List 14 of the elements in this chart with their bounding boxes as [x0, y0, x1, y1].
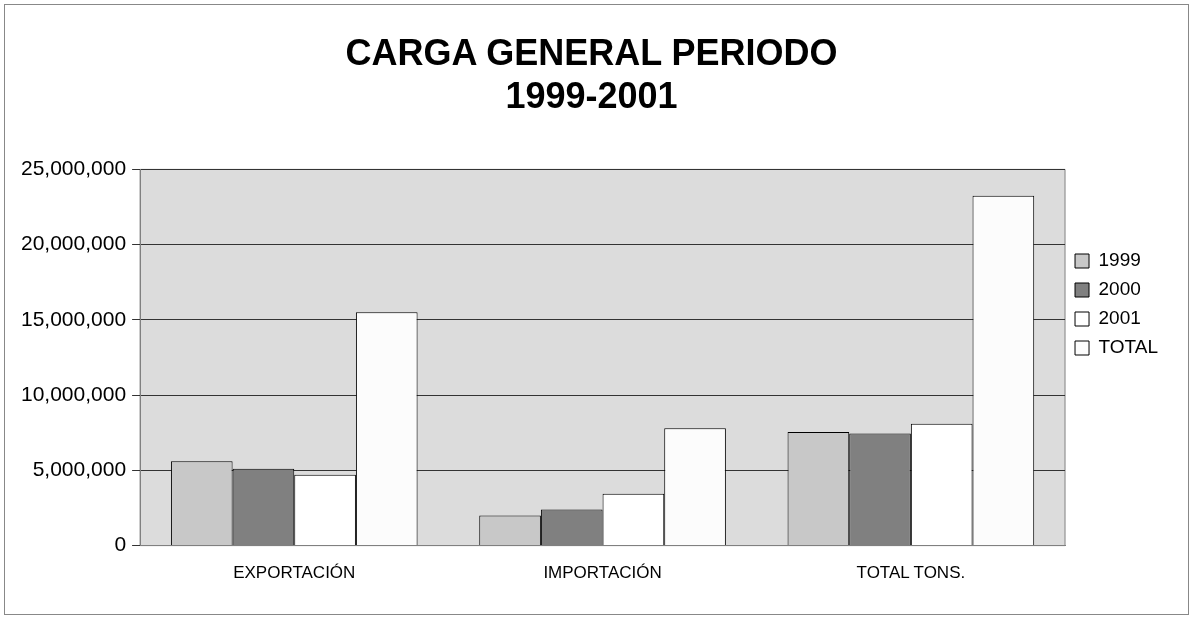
x-tick-label: IMPORTACIÓN: [543, 563, 662, 583]
legend-label: TOTAL: [1098, 336, 1159, 358]
legend-label: 2001: [1098, 307, 1141, 329]
y-tick-label: 20,000,000: [20, 231, 127, 255]
y-tick-label: 5,000,000: [32, 457, 127, 481]
x-tick-label: EXPORTACIÓN: [233, 563, 356, 583]
y-tick-label: 10,000,000: [20, 381, 127, 405]
chart-title: CARGA GENERAL PERIODO 1999-2001: [345, 31, 838, 116]
y-tick-label: 25,000,000: [20, 156, 127, 180]
legend-label: 1999: [1098, 249, 1141, 271]
y-tick-label: 15,000,000: [20, 306, 127, 330]
y-tick-label: 0: [114, 532, 127, 556]
legend-label: 2000: [1098, 278, 1141, 300]
x-tick-label: TOTAL TONS.: [856, 563, 966, 583]
